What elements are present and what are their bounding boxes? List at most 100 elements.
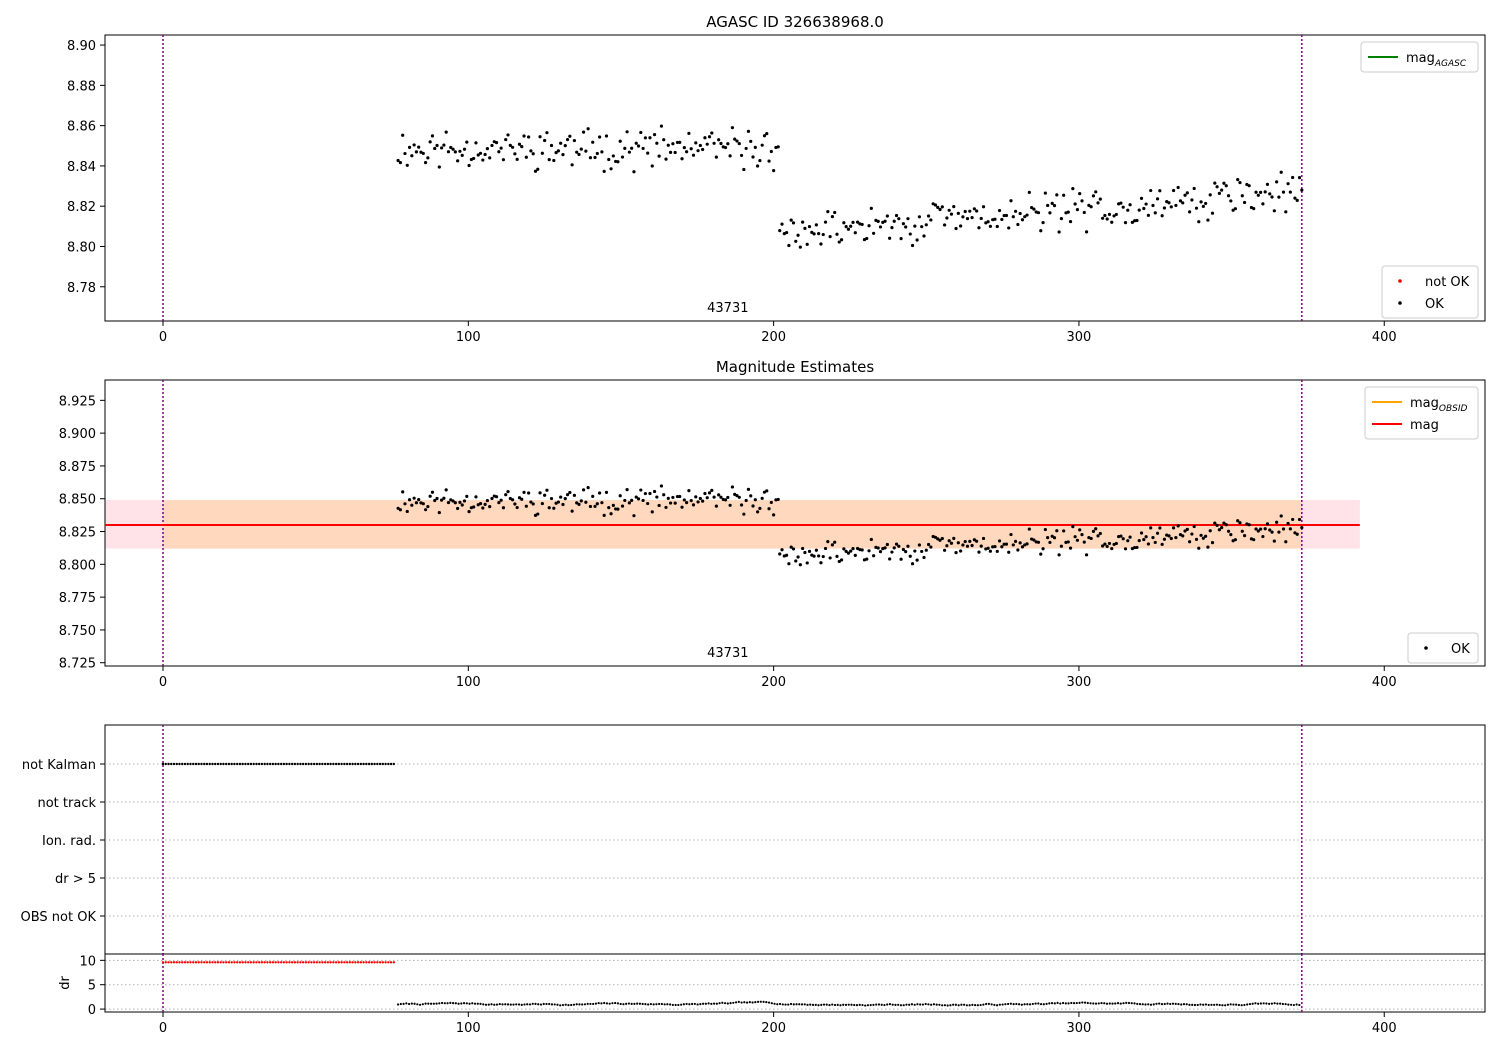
dr-point <box>877 1003 881 1006</box>
dr-point <box>402 1002 405 1005</box>
data-point <box>981 205 986 209</box>
data-point <box>1119 201 1123 205</box>
data-point <box>1281 190 1286 194</box>
data-point <box>780 548 784 552</box>
data-point <box>559 141 563 145</box>
data-point <box>673 501 677 505</box>
dr-point <box>611 1002 614 1005</box>
data-point <box>1046 203 1050 208</box>
y-tick-label: 8.800 <box>59 558 96 573</box>
data-point <box>451 499 455 503</box>
dr-point <box>1075 1001 1078 1005</box>
data-point <box>1114 541 1118 546</box>
dr-point <box>526 1003 529 1006</box>
flag-point <box>290 762 294 766</box>
dr-point <box>855 1004 859 1007</box>
flag-point <box>252 762 255 766</box>
data-point <box>1078 191 1082 196</box>
data-point <box>1018 541 1022 545</box>
dr-point-high <box>189 961 192 964</box>
dr-point <box>1191 1003 1194 1007</box>
data-point <box>591 494 595 499</box>
data-point <box>1149 526 1153 530</box>
flag-point <box>186 762 189 766</box>
data-point <box>625 130 629 134</box>
data-point <box>751 155 755 159</box>
data-point <box>1020 218 1025 222</box>
dr-point <box>498 1002 501 1006</box>
data-point <box>717 493 721 497</box>
dr-point <box>831 1003 834 1006</box>
data-point <box>1217 528 1221 532</box>
data-point <box>1190 198 1194 202</box>
data-point <box>826 209 830 214</box>
data-point <box>1224 184 1228 188</box>
data-point <box>586 486 590 490</box>
dr-point-high <box>178 961 181 964</box>
y-tick-label: 8.88 <box>67 79 96 94</box>
dr-point <box>839 1004 842 1007</box>
data-point <box>1121 205 1125 209</box>
data-point <box>968 209 972 213</box>
dr-point <box>1094 1002 1098 1005</box>
dr-point-high <box>216 961 220 964</box>
dr-point-high <box>376 961 379 964</box>
magnitude-estimates-panel: Magnitude Estimates 0 100 200 300 400 8.725 8.… <box>59 358 1486 690</box>
data-point <box>855 220 860 224</box>
data-point <box>867 549 871 553</box>
data-point <box>780 222 784 226</box>
data-point <box>451 147 455 151</box>
data-point <box>623 146 627 150</box>
dr-point <box>669 1003 672 1006</box>
data-point <box>1089 536 1093 541</box>
data-point <box>865 557 869 561</box>
flag-point <box>301 762 305 766</box>
data-point <box>755 510 760 514</box>
dr-point <box>1017 1003 1021 1006</box>
data-point <box>520 145 524 149</box>
data-point <box>1270 195 1274 199</box>
dr-point <box>726 1002 729 1005</box>
data-point <box>929 545 933 549</box>
data-point <box>1023 215 1027 219</box>
dr-point <box>1273 1002 1276 1005</box>
data-point <box>735 494 739 498</box>
data-point <box>1002 542 1006 546</box>
data-point <box>849 549 853 553</box>
data-point <box>1275 520 1279 524</box>
dr-point <box>1163 1002 1166 1006</box>
dr-point <box>913 1003 916 1006</box>
flag-point <box>192 762 195 766</box>
dr-point <box>1160 1003 1164 1006</box>
flag-point <box>356 762 360 766</box>
data-point <box>1222 181 1226 185</box>
data-point <box>1043 191 1047 195</box>
dr-point <box>965 1004 968 1007</box>
data-point <box>1149 188 1153 193</box>
data-point <box>846 227 851 231</box>
data-point <box>933 203 938 207</box>
data-point <box>1139 196 1144 200</box>
data-point <box>1188 540 1192 544</box>
data-point <box>1162 206 1167 210</box>
flag-point <box>175 762 178 766</box>
x-tick-label: 400 <box>1372 330 1397 345</box>
dr-point-high <box>167 961 170 964</box>
plot-frame <box>104 953 1486 1013</box>
data-point <box>490 496 494 501</box>
data-point <box>421 151 425 156</box>
data-point <box>1286 521 1290 526</box>
dr-point <box>704 1002 707 1005</box>
dr-point-high <box>208 961 211 964</box>
data-point <box>1252 207 1256 211</box>
data-point <box>423 160 428 165</box>
data-point <box>952 536 956 540</box>
dr-point <box>795 1003 798 1006</box>
data-point <box>604 490 609 494</box>
data-point <box>1084 230 1089 234</box>
data-point <box>888 557 892 561</box>
data-point <box>865 236 869 241</box>
dr-point <box>1020 1003 1023 1006</box>
dr-point <box>891 1003 894 1006</box>
data-point <box>758 158 762 163</box>
